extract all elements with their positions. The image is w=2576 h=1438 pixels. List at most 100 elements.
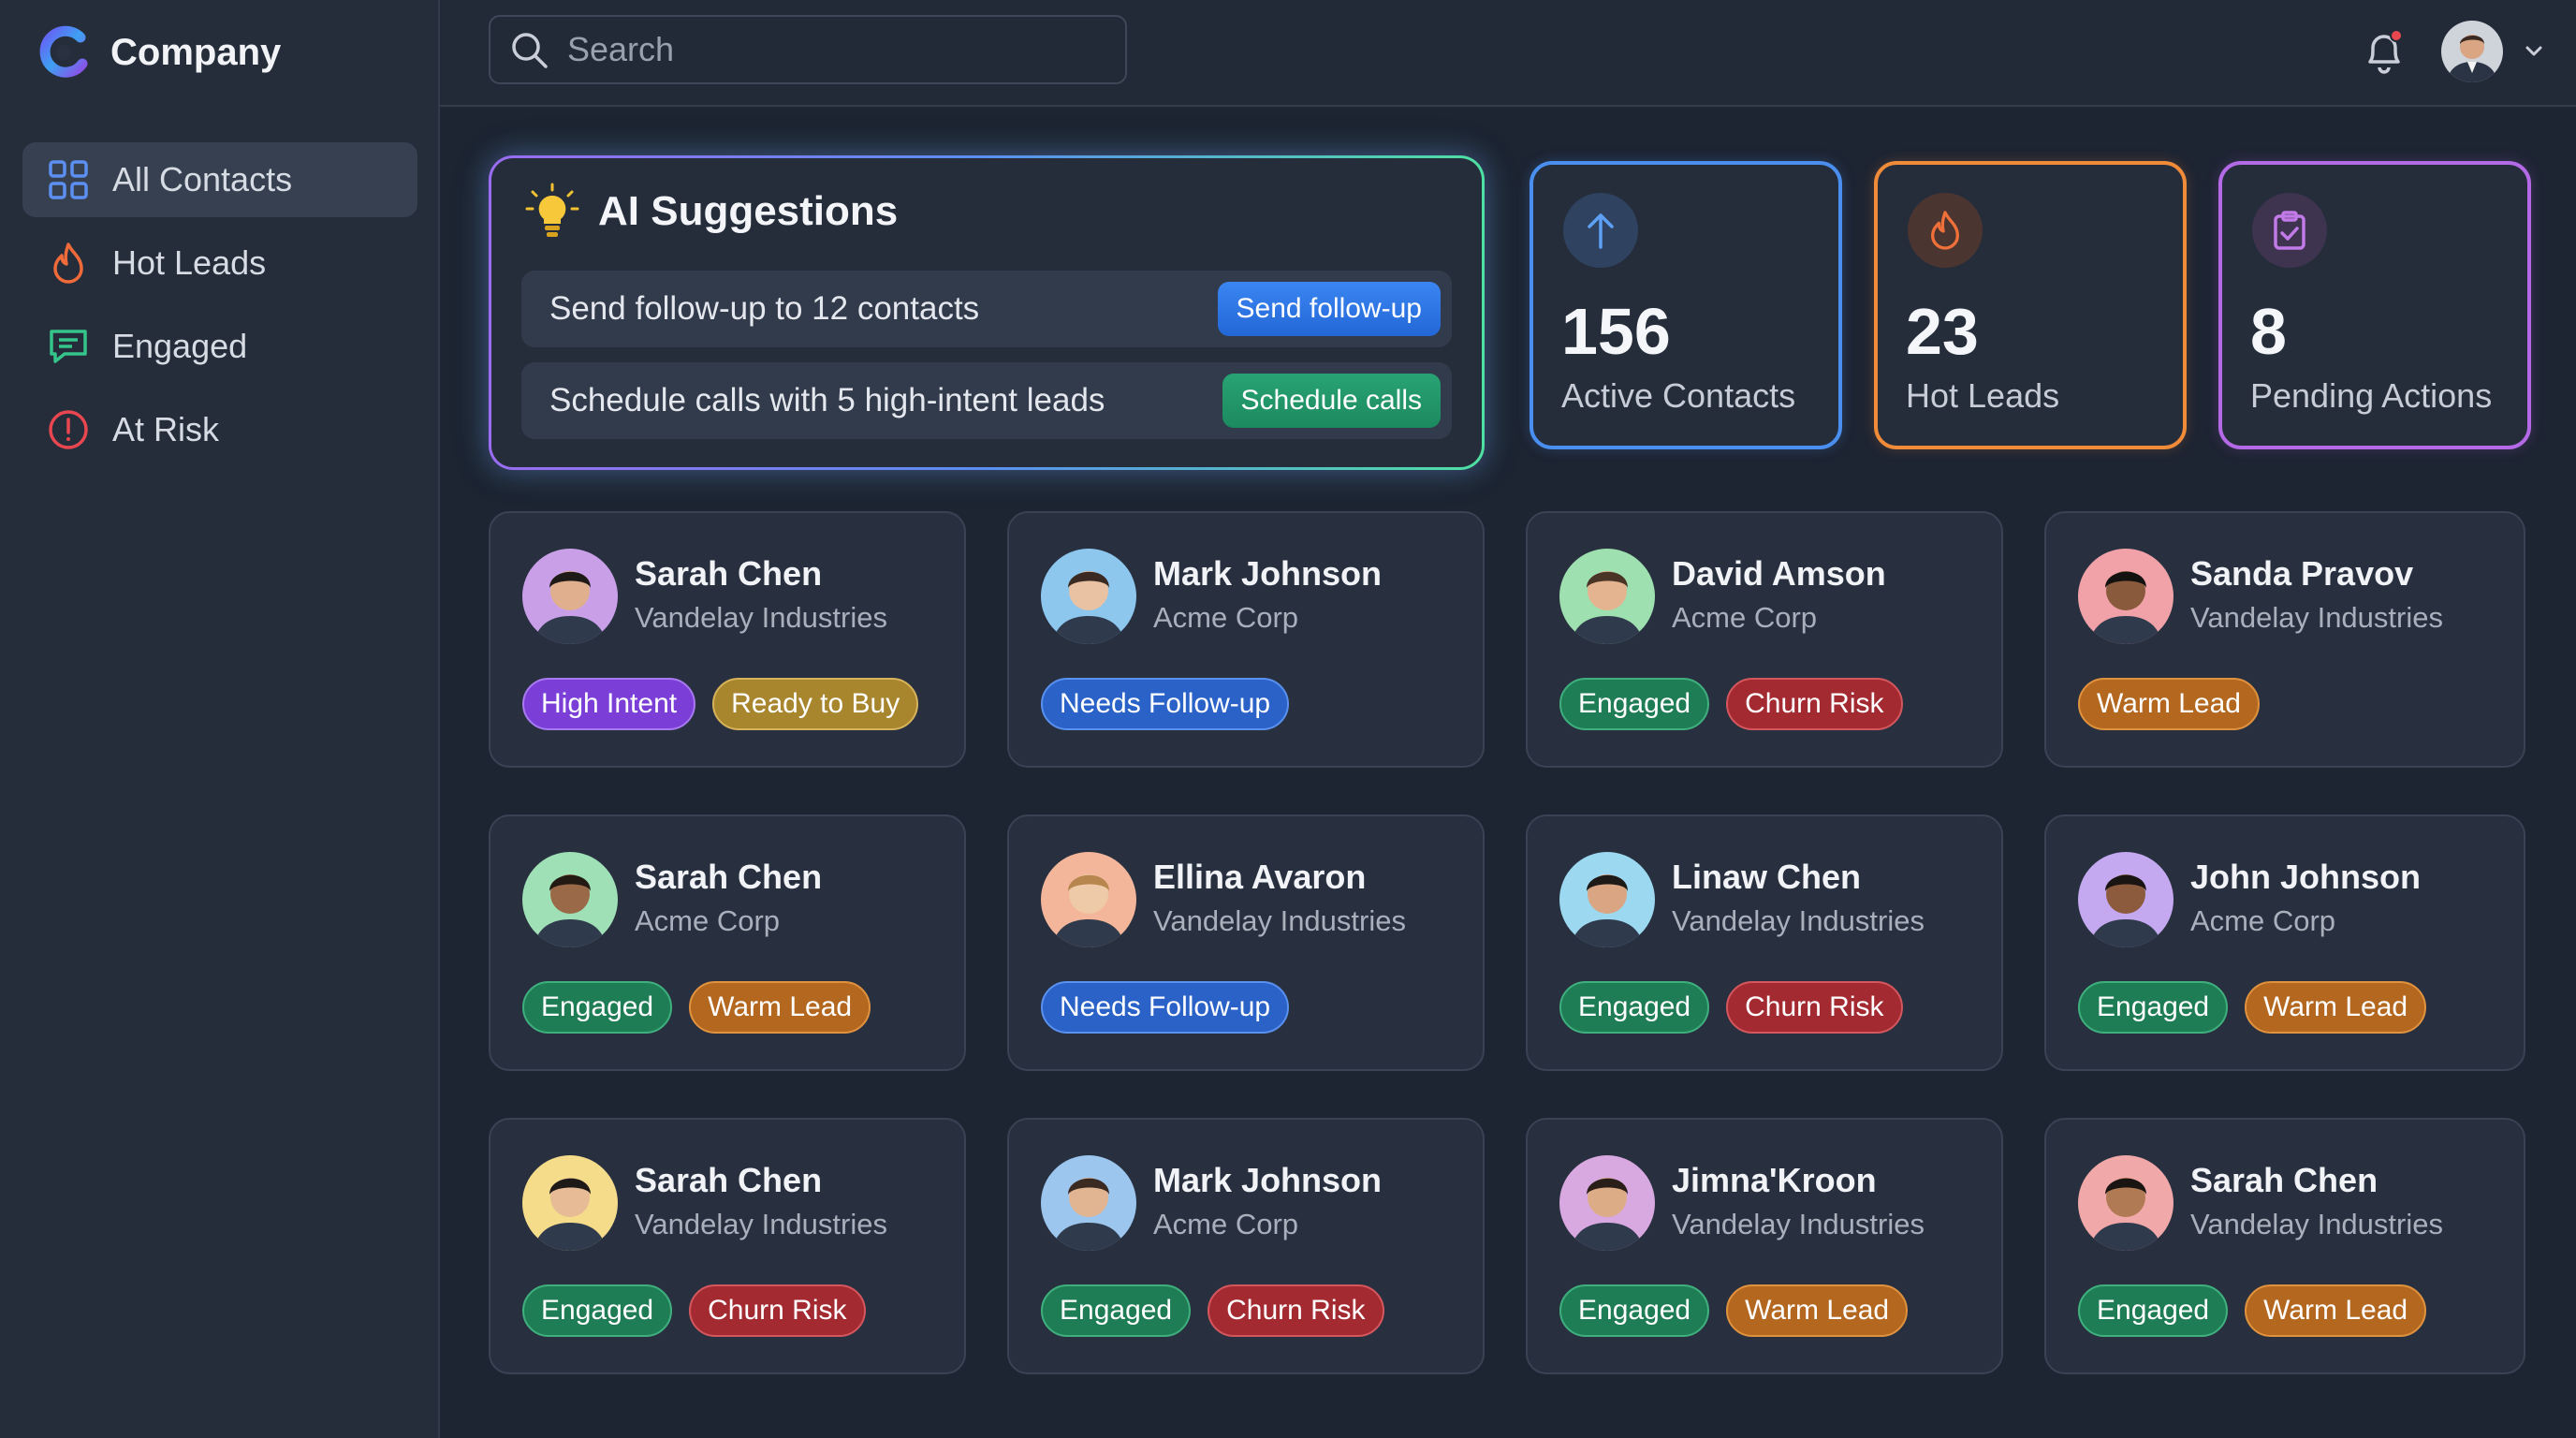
contact-avatar (1559, 1155, 1655, 1251)
contact-card[interactable]: Jimna'Kroon Vandelay Industries Engaged W… (1526, 1118, 2003, 1374)
contact-card[interactable]: Sarah Chen Vandelay Industries High Inte… (489, 511, 966, 768)
contact-avatar (1041, 549, 1136, 644)
contact-avatar (2078, 852, 2174, 947)
contact-card[interactable]: David Amson Acme Corp Engaged Churn Risk (1526, 511, 2003, 768)
contact-company: Vandelay Industries (635, 601, 887, 634)
status-badge[interactable]: Warm Lead (2245, 981, 2427, 1034)
contact-card[interactable]: Mark Johnson Acme Corp Engaged Churn Risk (1007, 1118, 1485, 1374)
contact-avatar (522, 1155, 618, 1251)
status-badge[interactable]: Warm Lead (1726, 1284, 1909, 1337)
clipboard-check-icon (2252, 193, 2327, 268)
contact-card[interactable]: Sarah Chen Vandelay Industries Engaged Ch… (489, 1118, 966, 1374)
contact-card[interactable]: Sarah Chen Acme Corp Engaged Warm Lead (489, 814, 966, 1071)
contact-card[interactable]: John Johnson Acme Corp Engaged Warm Lead (2044, 814, 2525, 1071)
arrow-up-icon (1563, 193, 1638, 268)
stat-value: 156 (1561, 295, 1671, 368)
top-bar (440, 0, 2576, 107)
sidebar-item-label: At Risk (112, 410, 220, 448)
main-content: AI Suggestions Send follow-up to 12 cont… (440, 109, 2576, 1438)
status-badge[interactable]: Engaged (2078, 1284, 2229, 1337)
status-badge[interactable]: Warm Lead (689, 981, 871, 1034)
stat-label: Hot Leads (1906, 376, 2060, 415)
status-badge[interactable]: Warm Lead (2078, 678, 2260, 730)
sidebar-item-hot-leads[interactable]: Hot Leads (22, 226, 417, 301)
notification-dot (2390, 29, 2403, 42)
contact-name[interactable]: David Amson (1672, 554, 1886, 593)
contact-card[interactable]: Linaw Chen Vandelay Industries Engaged Ch… (1526, 814, 2003, 1071)
contact-card[interactable]: Sarah Chen Vandelay Industries Engaged Wa… (2044, 1118, 2525, 1374)
status-badge[interactable]: Ready to Buy (712, 678, 919, 730)
flame-icon (1908, 193, 1983, 268)
status-badge[interactable]: Engaged (2078, 981, 2229, 1034)
chevron-down-icon[interactable] (2520, 37, 2548, 66)
contact-name[interactable]: Sarah Chen (635, 1161, 823, 1199)
status-badge[interactable]: Needs Follow-up (1041, 678, 1290, 730)
alert-icon (47, 408, 90, 451)
grid-icon (47, 158, 90, 201)
status-badge[interactable]: Engaged (522, 1284, 673, 1337)
contact-name[interactable]: Ellina Avaron (1153, 858, 1367, 896)
contact-company: Acme Corp (1153, 1208, 1299, 1240)
contact-name[interactable]: Sarah Chen (635, 858, 823, 896)
notification-bell-icon[interactable] (2361, 26, 2408, 77)
search-input[interactable] (567, 30, 1091, 69)
status-badge[interactable]: Engaged (1041, 1284, 1192, 1337)
contact-name[interactable]: Mark Johnson (1153, 554, 1383, 593)
contact-tags: Engaged Warm Lead (2078, 981, 2443, 1034)
schedule-calls-button[interactable]: Schedule calls (1222, 374, 1441, 428)
status-badge[interactable]: Warm Lead (2245, 1284, 2427, 1337)
status-badge[interactable]: Needs Follow-up (1041, 981, 1290, 1034)
contact-name[interactable]: Sanda Pravov (2190, 554, 2414, 593)
status-badge[interactable]: Churn Risk (1726, 981, 1903, 1034)
user-avatar[interactable] (2441, 21, 2503, 82)
suggestion-row: Schedule calls with 5 high-intent leads … (521, 362, 1452, 439)
sidebar-item-all-contacts[interactable]: All Contacts (22, 142, 417, 217)
suggestion-row: Send follow-up to 12 contacts Send follo… (521, 271, 1452, 347)
sidebar-item-label: Hot Leads (112, 243, 267, 282)
contact-tags: Needs Follow-up (1041, 678, 1306, 730)
contact-avatar (522, 852, 618, 947)
status-badge[interactable]: Engaged (1559, 981, 1710, 1034)
sidebar-item-label: Engaged (112, 327, 248, 365)
stat-card-active-contacts[interactable]: 156 Active Contacts (1530, 161, 1842, 449)
contact-tags: Engaged Churn Risk (522, 1284, 883, 1337)
contact-company: Acme Corp (2190, 904, 2336, 937)
contact-tags: Needs Follow-up (1041, 981, 1306, 1034)
contact-tags: Engaged Churn Risk (1559, 678, 1920, 730)
stat-card-pending-actions[interactable]: 8 Pending Actions (2218, 161, 2531, 449)
brand-name: Company (110, 31, 282, 73)
status-badge[interactable]: Churn Risk (689, 1284, 866, 1337)
contact-company: Acme Corp (1153, 601, 1299, 634)
status-badge[interactable]: Churn Risk (1726, 678, 1903, 730)
stat-value: 8 (2250, 295, 2287, 368)
status-badge[interactable]: Engaged (1559, 1284, 1710, 1337)
contact-name[interactable]: Mark Johnson (1153, 1161, 1383, 1199)
status-badge[interactable]: Engaged (522, 981, 673, 1034)
contact-card[interactable]: Mark Johnson Acme Corp Needs Follow-up (1007, 511, 1485, 768)
contact-avatar (1041, 852, 1136, 947)
contact-avatar (2078, 1155, 2174, 1251)
chat-icon (47, 325, 90, 368)
contact-name[interactable]: Jimna'Kroon (1672, 1161, 1877, 1199)
ai-suggestions-card: AI Suggestions Send follow-up to 12 cont… (489, 155, 1485, 470)
stat-label: Pending Actions (2250, 376, 2493, 415)
status-badge[interactable]: High Intent (522, 678, 696, 730)
search-box[interactable] (489, 15, 1127, 84)
contact-name[interactable]: Linaw Chen (1672, 858, 1862, 896)
contact-name[interactable]: John Johnson (2190, 858, 2421, 896)
sidebar-item-at-risk[interactable]: At Risk (22, 392, 417, 467)
contact-avatar (1559, 549, 1655, 644)
contact-name[interactable]: Sarah Chen (635, 554, 823, 593)
stat-card-hot-leads[interactable]: 23 Hot Leads (1874, 161, 2187, 449)
contact-avatar (2078, 549, 2174, 644)
status-badge[interactable]: Engaged (1559, 678, 1710, 730)
contact-card[interactable]: Sanda Pravov Vandelay Industries Warm Le… (2044, 511, 2525, 768)
brand[interactable]: Company (36, 22, 281, 82)
send-follow-up-button[interactable]: Send follow-up (1217, 282, 1441, 336)
contact-company: Vandelay Industries (2190, 601, 2443, 634)
ai-suggestions-title: AI Suggestions (598, 188, 899, 234)
contact-card[interactable]: Ellina Avaron Vandelay Industries Needs … (1007, 814, 1485, 1071)
contact-name[interactable]: Sarah Chen (2190, 1161, 2378, 1199)
sidebar-item-engaged[interactable]: Engaged (22, 309, 417, 384)
status-badge[interactable]: Churn Risk (1208, 1284, 1384, 1337)
